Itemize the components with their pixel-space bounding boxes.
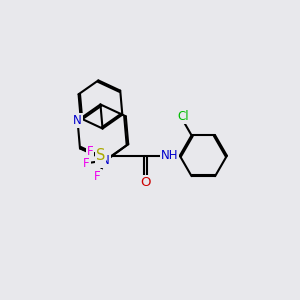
Text: N: N bbox=[101, 154, 110, 167]
Text: O: O bbox=[140, 176, 151, 189]
Text: F: F bbox=[83, 157, 89, 170]
Text: N: N bbox=[73, 114, 82, 127]
Text: S: S bbox=[96, 148, 105, 163]
Text: NH: NH bbox=[161, 149, 178, 162]
Text: F: F bbox=[94, 170, 101, 183]
Text: F: F bbox=[87, 145, 93, 158]
Text: Cl: Cl bbox=[178, 110, 189, 123]
